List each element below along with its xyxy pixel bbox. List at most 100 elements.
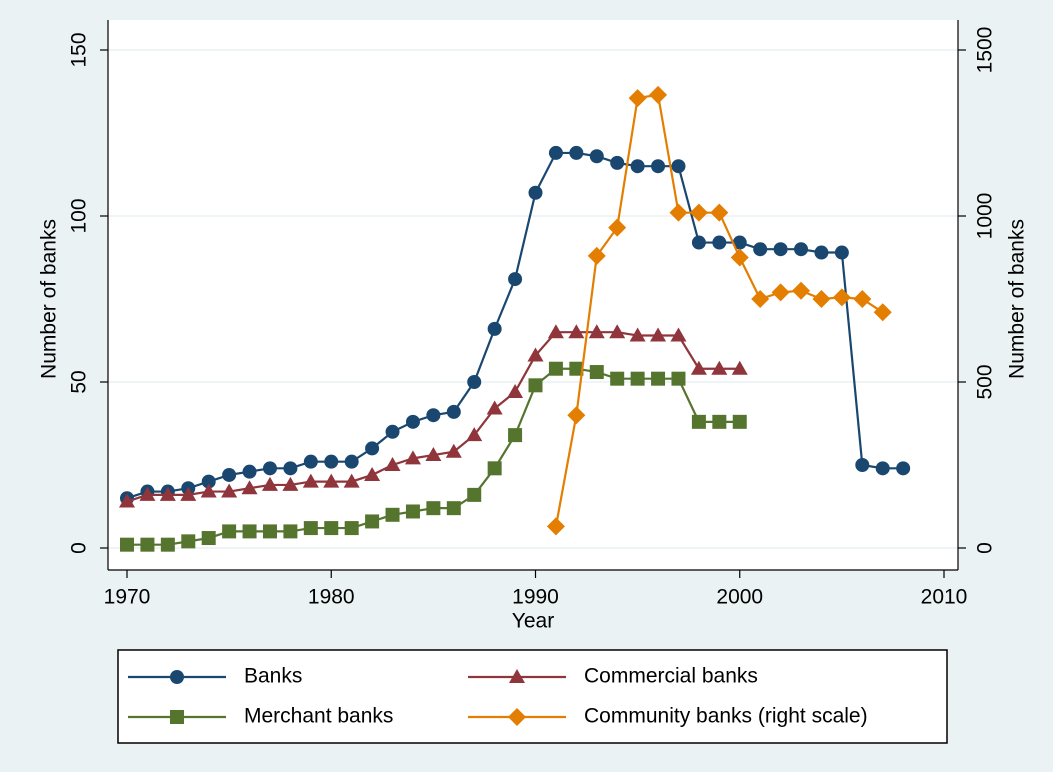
data-point (546, 517, 565, 536)
data-point (649, 85, 668, 104)
y2-tick-label: 1500 (974, 27, 997, 74)
data-point (751, 290, 770, 308)
data-point (242, 524, 257, 539)
data-point (773, 242, 788, 257)
data-point (753, 242, 768, 257)
data-point (425, 447, 442, 462)
data-point (630, 371, 645, 386)
data-point (487, 321, 502, 336)
data-point (364, 466, 381, 481)
data-point (528, 378, 543, 393)
plot-area (108, 20, 958, 570)
data-point (283, 524, 298, 539)
data-point (527, 347, 544, 362)
data-point (568, 324, 585, 339)
data-point (324, 521, 339, 536)
data-point (303, 454, 318, 469)
data-point (711, 360, 728, 375)
data-point (569, 145, 584, 160)
data-point (587, 246, 606, 265)
data-point (548, 145, 563, 160)
data-point (610, 371, 625, 386)
data-point (508, 272, 523, 287)
data-point (201, 531, 216, 546)
data-point (690, 360, 707, 375)
data-point (814, 245, 829, 260)
data-point (671, 371, 686, 386)
data-point (651, 159, 666, 174)
legend-label: Banks (244, 665, 302, 688)
data-point (222, 467, 237, 482)
data-point (365, 441, 380, 456)
data-point (282, 476, 299, 491)
data-point (875, 461, 890, 476)
data-point (691, 235, 706, 250)
data-point (508, 428, 523, 443)
data-point (140, 537, 155, 552)
data-point (241, 480, 258, 495)
data-point (628, 89, 647, 108)
legend-marker (170, 670, 184, 684)
legend-marker (508, 708, 526, 726)
data-point (200, 483, 217, 498)
data-point (608, 218, 627, 237)
x-tick-label: 1980 (308, 586, 355, 609)
data-point (426, 501, 441, 516)
x-tick-label: 1990 (512, 586, 559, 609)
data-point (630, 159, 645, 174)
data-point (832, 288, 851, 307)
data-point (139, 486, 156, 501)
data-point (261, 476, 278, 491)
data-point (446, 501, 461, 516)
legend-marker (509, 669, 525, 683)
data-point (180, 486, 197, 501)
data-point (404, 450, 421, 465)
data-point (486, 400, 503, 415)
data-point (344, 454, 359, 469)
data-point (120, 537, 134, 552)
data-point (710, 203, 729, 222)
data-point (834, 245, 849, 260)
data-point (691, 414, 706, 429)
data-point (324, 454, 339, 469)
data-point (731, 360, 748, 375)
data-point (712, 414, 727, 429)
data-point (589, 149, 604, 164)
data-point (426, 408, 441, 423)
data-point (650, 327, 667, 342)
y2-tick-label: 1000 (974, 193, 997, 240)
data-point (732, 235, 747, 250)
data-point (159, 486, 176, 501)
data-point (323, 473, 340, 488)
data-point (669, 203, 688, 222)
data-point (344, 521, 359, 536)
data-point (487, 461, 502, 476)
data-point (283, 461, 298, 476)
data-point (771, 283, 790, 302)
data-point (567, 406, 586, 425)
data-point (569, 361, 584, 376)
data-point (812, 290, 831, 308)
y2-tick-label: 500 (974, 364, 997, 399)
data-point (466, 427, 483, 442)
x-tick-label: 1970 (104, 586, 151, 609)
data-point (610, 155, 625, 170)
data-point (385, 424, 400, 439)
data-point (303, 521, 318, 536)
data-point (712, 235, 727, 250)
data-point (343, 473, 360, 488)
data-point (302, 473, 319, 488)
data-point (792, 281, 811, 300)
x-axis-label: Year (512, 610, 554, 633)
data-point (794, 242, 809, 257)
data-point (671, 159, 686, 174)
data-point (119, 493, 135, 508)
y-axis-label: Number of banks (38, 219, 61, 379)
data-point (548, 361, 563, 376)
data-point (732, 414, 747, 429)
data-point (445, 443, 462, 458)
data-point (629, 327, 646, 342)
data-point (651, 371, 666, 386)
data-point (730, 248, 749, 267)
